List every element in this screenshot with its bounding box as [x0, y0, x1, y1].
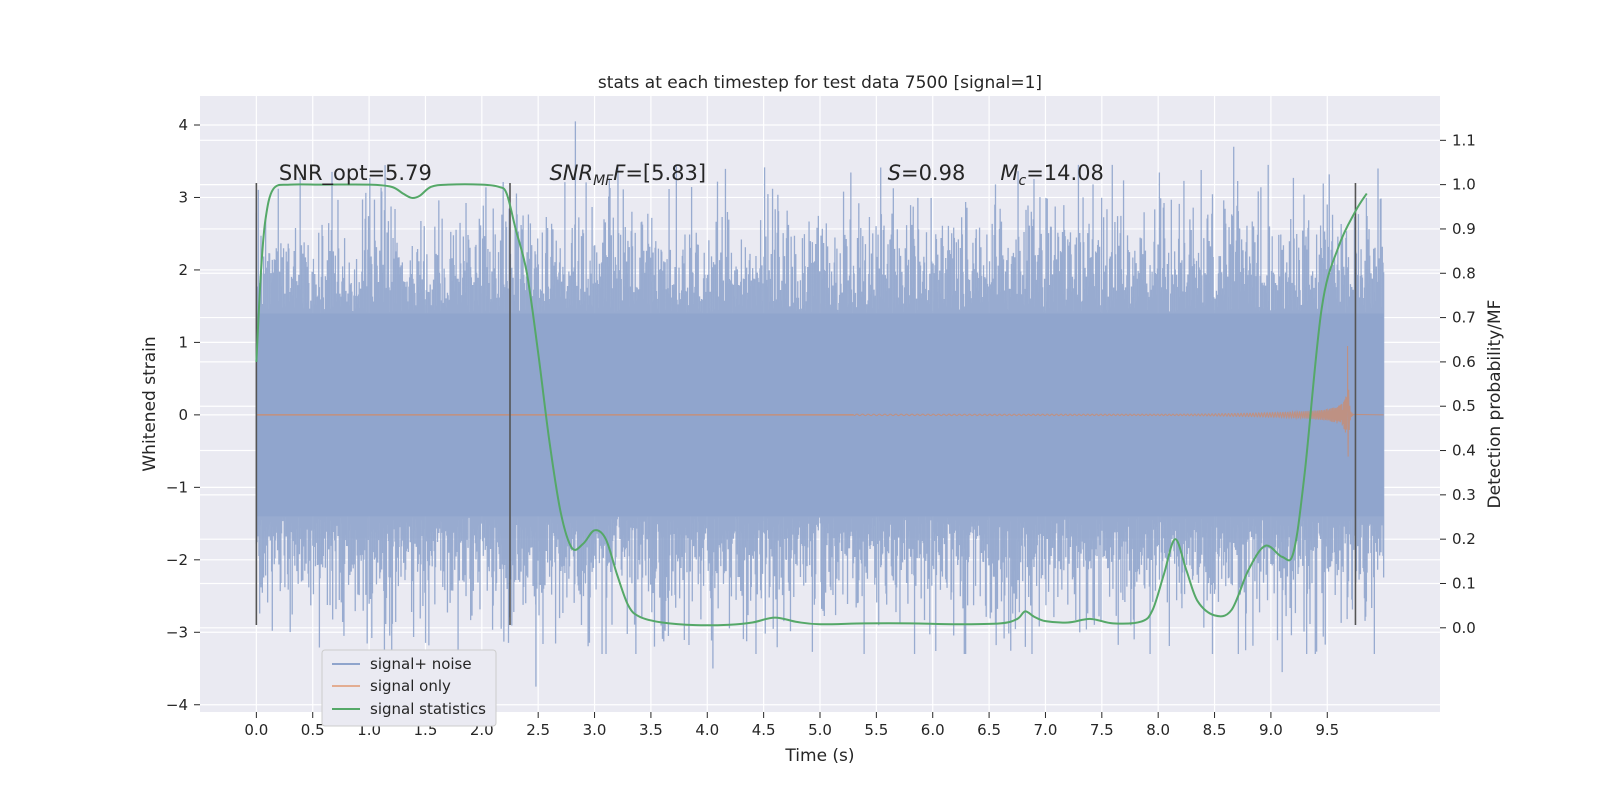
- x-tick-label: 0.0: [244, 721, 268, 739]
- series-signal-statistics: [255, 183, 1368, 627]
- annotations: SNR_opt=5.79 SNRMFF=[5.83] S=0.98 Mc=14.08: [279, 161, 1104, 189]
- y2-tick-label: 0.0: [1452, 619, 1476, 637]
- y-tick-label: 3: [178, 188, 188, 206]
- plot-data: [255, 121, 1385, 687]
- signal-chirp: [853, 346, 1384, 457]
- x-tick-label: 3.5: [639, 721, 663, 739]
- y-tick-label: 0: [178, 406, 188, 424]
- y-tick-label: 4: [178, 116, 188, 134]
- x-tick-label: 7.5: [1090, 721, 1114, 739]
- y2-tick-label: 0.4: [1452, 442, 1476, 460]
- y2-tick-label: 1.1: [1452, 131, 1476, 149]
- statistics-line: [255, 183, 1368, 627]
- annotation-after-rest: =[5.83]: [625, 161, 706, 185]
- x-tick-label: 8.5: [1203, 721, 1227, 739]
- y2-tick-label: 0.7: [1452, 309, 1476, 327]
- y-tick-label: −2: [166, 551, 188, 569]
- y-tick-label: −4: [166, 696, 188, 714]
- x-tick-label: 4.5: [752, 721, 776, 739]
- y-tick-label: −3: [166, 623, 188, 641]
- y-tick-label: 2: [178, 261, 188, 279]
- y2-tick-label: 1.0: [1452, 176, 1476, 194]
- y2-tick-label: 0.6: [1452, 353, 1476, 371]
- legend-box: [321, 649, 497, 727]
- annotation-main: M: [1000, 161, 1018, 185]
- ticks: 0.0 0.5 1.0 1.5 2.0 2.5 3.0 3.5 4.0 4.5 5.0 5.5 6.0 6…: [166, 116, 1476, 739]
- x-tick-label: 4.0: [695, 721, 719, 739]
- x-tick-label: 6.5: [977, 721, 1001, 739]
- x-tick-label: 8.0: [1146, 721, 1170, 739]
- x-tick-label: 9.0: [1259, 721, 1283, 739]
- y-tick-label: 1: [178, 333, 188, 351]
- annotation: SNRMFF=[5.83]: [549, 161, 706, 189]
- x-tick-label: 7.0: [1034, 721, 1058, 739]
- legend-label-signal-only: signal only: [370, 677, 451, 695]
- annotation-main: S: [888, 161, 901, 185]
- chart-title: stats at each timestep for test data 750…: [598, 73, 1042, 93]
- y2-axis-label: Detection probability/MF: [1485, 300, 1505, 509]
- annotation-main: SNR: [549, 161, 593, 185]
- y2-tick-label: 0.9: [1452, 220, 1476, 238]
- y2-tick-label: 0.2: [1452, 530, 1476, 548]
- vertical-markers: [255, 182, 1357, 626]
- annotation: S=0.98: [888, 161, 966, 185]
- annotation-sub: MF: [593, 173, 614, 189]
- annotation-after: =0.98: [901, 161, 965, 185]
- annotation-main: SNR_opt=5.79: [279, 161, 432, 186]
- annotation-after: =14.08: [1026, 161, 1104, 185]
- y2-tick-label: 0.3: [1452, 486, 1476, 504]
- legend-label-signal-noise: signal+ noise: [370, 655, 472, 673]
- y2-tick-label: 0.5: [1452, 397, 1476, 415]
- annotation: Mc=14.08: [1000, 161, 1104, 189]
- x-tick-label: 9.5: [1315, 721, 1339, 739]
- annotation-sub: c: [1018, 173, 1026, 189]
- y2-tick-label: 0.1: [1452, 574, 1476, 592]
- x-tick-label: 0.5: [301, 721, 325, 739]
- y2-tick-label: 0.8: [1452, 264, 1476, 282]
- x-axis-label: Time (s): [784, 746, 854, 766]
- series-signal-only: [256, 346, 1384, 457]
- legend-label-signal-statistics: signal statistics: [370, 700, 486, 718]
- y-axis-label: Whitened strain: [140, 336, 160, 471]
- x-tick-label: 5.5: [864, 721, 888, 739]
- x-tick-label: 2.5: [526, 721, 550, 739]
- annotation-after-italic: F: [613, 161, 626, 185]
- x-tick-label: 3.0: [583, 721, 607, 739]
- x-tick-label: 5.0: [808, 721, 832, 739]
- annotation: SNR_opt=5.79: [279, 161, 432, 186]
- annotation-after: F=[5.83]: [613, 161, 706, 185]
- x-tick-label: 6.0: [921, 721, 945, 739]
- legend: signal+ noise signal only signal statist…: [321, 649, 497, 727]
- y-tick-label: −1: [166, 478, 188, 496]
